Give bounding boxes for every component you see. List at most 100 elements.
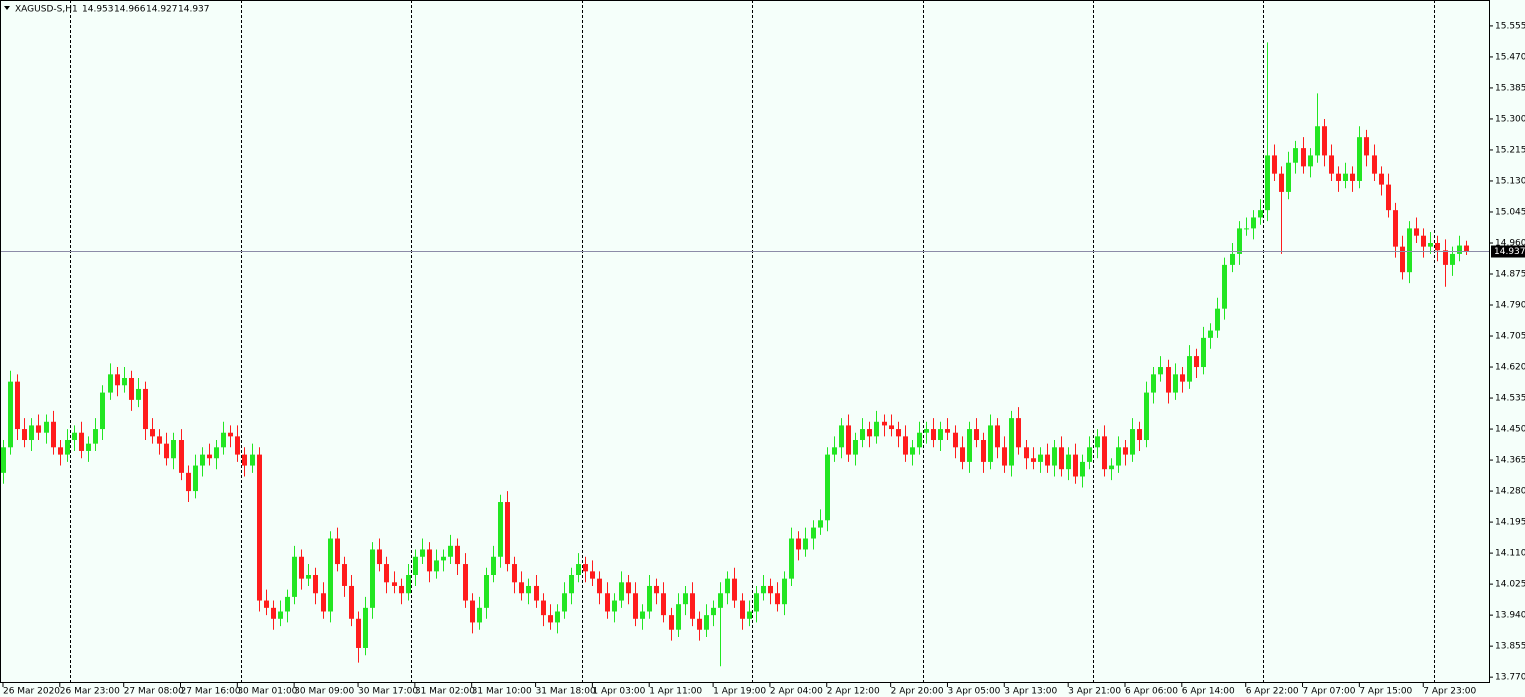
candle-body: [541, 600, 546, 616]
candle-body: [441, 556, 446, 561]
candle-body: [228, 432, 233, 437]
candle-body: [1301, 148, 1306, 167]
candle-body: [1187, 356, 1192, 382]
candle-body: [321, 593, 326, 612]
price-label: 14.937: [1494, 247, 1525, 257]
candle-body: [193, 465, 198, 492]
candle-body: [250, 454, 255, 466]
candle-body: [704, 615, 709, 630]
candle-body: [115, 374, 120, 386]
x-tick-label: 2 Apr 12:00: [827, 687, 880, 697]
candle-body: [711, 607, 716, 616]
candle-body: [924, 429, 929, 433]
candle-body: [669, 615, 674, 630]
candle-body: [1258, 210, 1263, 218]
candle-body: [605, 593, 610, 612]
candle-body: [754, 593, 759, 612]
candle-body: [150, 429, 155, 437]
candle-body: [186, 472, 191, 492]
candle-body: [548, 615, 553, 623]
candle-body: [164, 443, 169, 459]
candle-body: [313, 575, 318, 594]
candle-body: [129, 377, 134, 400]
menu-arrow[interactable]: [4, 6, 10, 10]
candle-body: [278, 611, 283, 619]
candle-body: [1322, 126, 1327, 156]
candle-body: [811, 527, 816, 539]
candle-body: [718, 593, 723, 608]
candle-body: [1024, 447, 1029, 459]
candle-body: [207, 454, 212, 459]
x-tick-label: 3 Apr 13:00: [1004, 687, 1057, 697]
y-tick-label: 13.770: [1495, 673, 1525, 683]
candle-body: [271, 607, 276, 619]
candle-body: [1372, 155, 1377, 174]
candle-body: [36, 425, 41, 433]
y-tick-label: 14.195: [1495, 518, 1525, 528]
y-tick-label: 15.130: [1495, 176, 1525, 186]
candle-body: [342, 564, 347, 586]
candle-body: [1293, 148, 1298, 163]
y-tick-label: 13.855: [1495, 642, 1525, 652]
x-tick-label: 27 Mar 08:00: [124, 687, 184, 697]
candle-body: [931, 429, 936, 441]
candle-body: [1308, 155, 1313, 167]
candle-body: [285, 596, 290, 612]
candle-body: [1009, 418, 1014, 466]
x-tick-label: 1 Apr 03:00: [592, 687, 645, 697]
chart-title: XAGUSD-S,H1: [15, 5, 78, 15]
candle-body: [1116, 447, 1121, 466]
x-tick-label: 27 Mar 16:00: [181, 687, 241, 697]
candle-body: [1109, 465, 1114, 470]
candle-body: [832, 447, 837, 455]
x-tick-label: 6 Apr 06:00: [1125, 687, 1178, 697]
candle-body: [1045, 454, 1050, 466]
candle-body: [889, 425, 894, 430]
candle-body: [534, 585, 539, 601]
candle-body: [882, 421, 887, 426]
candle-body: [647, 585, 652, 612]
candle-body: [1407, 228, 1412, 273]
candle-body: [179, 440, 184, 473]
candle-body: [171, 440, 176, 459]
candle-body: [484, 575, 489, 608]
candle-body: [1038, 454, 1043, 462]
candle-body: [796, 538, 801, 550]
candle-body: [1, 447, 6, 473]
candle-body: [1180, 374, 1185, 382]
candle-body: [1166, 367, 1171, 393]
y-tick-label: 15.215: [1495, 145, 1525, 155]
candle-body: [1386, 184, 1391, 211]
candle-body: [1201, 337, 1206, 368]
x-tick-label: 31 Mar 18:00: [536, 687, 596, 697]
plot-frame: [0, 0, 1490, 683]
y-tick-label: 14.535: [1495, 394, 1525, 404]
y-tick-label: 14.620: [1495, 363, 1525, 373]
candle-body: [1080, 461, 1085, 477]
candle-body: [1315, 126, 1320, 156]
candle-body: [768, 585, 773, 594]
x-tick-label: 2 Apr 20:00: [891, 687, 944, 697]
candle-body: [1350, 173, 1355, 181]
candle-body: [732, 578, 737, 601]
candle-body: [1144, 392, 1149, 441]
candle-body: [1002, 447, 1007, 466]
candle-body: [399, 585, 404, 594]
y-tick-label: 14.365: [1495, 456, 1525, 466]
candle-body: [65, 440, 70, 455]
candle-body: [740, 600, 745, 619]
y-tick-label: 14.705: [1495, 332, 1525, 342]
candle-body: [306, 575, 311, 579]
candle-body: [1443, 250, 1448, 265]
candle-body: [406, 575, 411, 594]
candle-body: [661, 593, 666, 616]
candle-body: [235, 436, 240, 455]
candle-body: [519, 582, 524, 594]
header-high: 14.966: [114, 5, 146, 15]
candle-body: [257, 454, 262, 601]
y-tick-label: 14.875: [1495, 270, 1525, 280]
candle-body: [853, 440, 858, 455]
candle-body: [1087, 447, 1092, 462]
candle-body: [1457, 245, 1462, 254]
candle-body: [157, 436, 162, 444]
